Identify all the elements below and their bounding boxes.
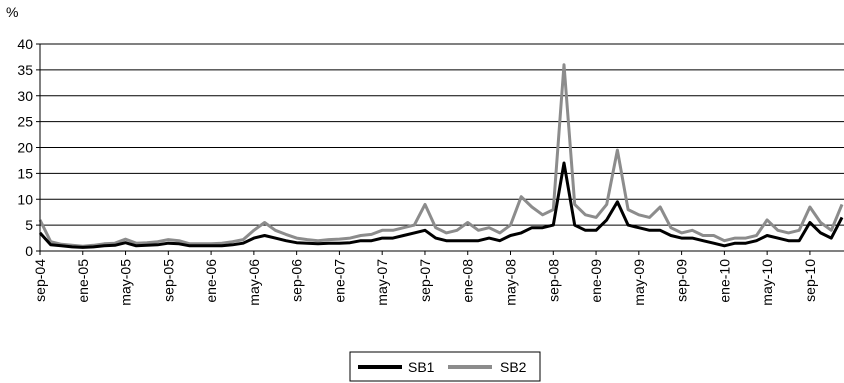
x-tick-label: may-05 (118, 259, 134, 306)
y-axis-ticks: 0 5 10 15 20 25 30 35 40 (17, 36, 40, 259)
x-axis-ticks: sep-04 ene-05 may-05 sep-05 ene-06 may-06 sep-… (32, 251, 818, 306)
x-tick-label: sep-05 (160, 259, 176, 302)
x-tick-label: may-08 (503, 259, 519, 306)
x-tick-label: sep-07 (417, 259, 433, 302)
gridlines (40, 43, 844, 226)
y-axis-label: % (6, 4, 18, 20)
series-layer (38, 63, 844, 249)
legend-label-sb1: SB1 (408, 359, 435, 375)
series-line-sb2 (38, 63, 844, 248)
y-tick-label: 5 (25, 217, 33, 233)
x-tick-label: may-09 (631, 259, 647, 306)
x-tick-label: sep-10 (802, 259, 818, 302)
y-tick-label: 15 (17, 165, 33, 181)
y-tick-label: 25 (17, 114, 33, 130)
x-tick-label: ene-07 (331, 259, 347, 303)
legend: SB1 SB2 (349, 351, 541, 382)
y-tick-label: 0 (25, 243, 33, 259)
x-tick-label: may-06 (246, 259, 262, 306)
x-tick-label: may-07 (374, 259, 390, 306)
legend-label-sb2: SB2 (500, 359, 527, 375)
x-tick-label: may-10 (759, 259, 775, 306)
x-tick-label: sep-04 (32, 259, 48, 302)
x-tick-label: ene-09 (588, 259, 604, 303)
x-tick-label: ene-08 (460, 259, 476, 303)
y-tick-label: 20 (17, 140, 33, 156)
series-line-sb1 (38, 161, 844, 249)
y-tick-label: 40 (17, 36, 33, 52)
x-tick-label: sep-06 (289, 259, 305, 302)
x-tick-label: ene-10 (716, 259, 732, 303)
y-tick-label: 10 (17, 191, 33, 207)
x-tick-label: ene-06 (203, 259, 219, 303)
axes (39, 44, 844, 252)
y-tick-label: 35 (17, 62, 33, 78)
x-tick-label: sep-08 (545, 259, 561, 302)
y-tick-label: 30 (17, 88, 33, 104)
x-tick-label: ene-05 (75, 259, 91, 303)
x-tick-label: sep-09 (674, 259, 690, 302)
